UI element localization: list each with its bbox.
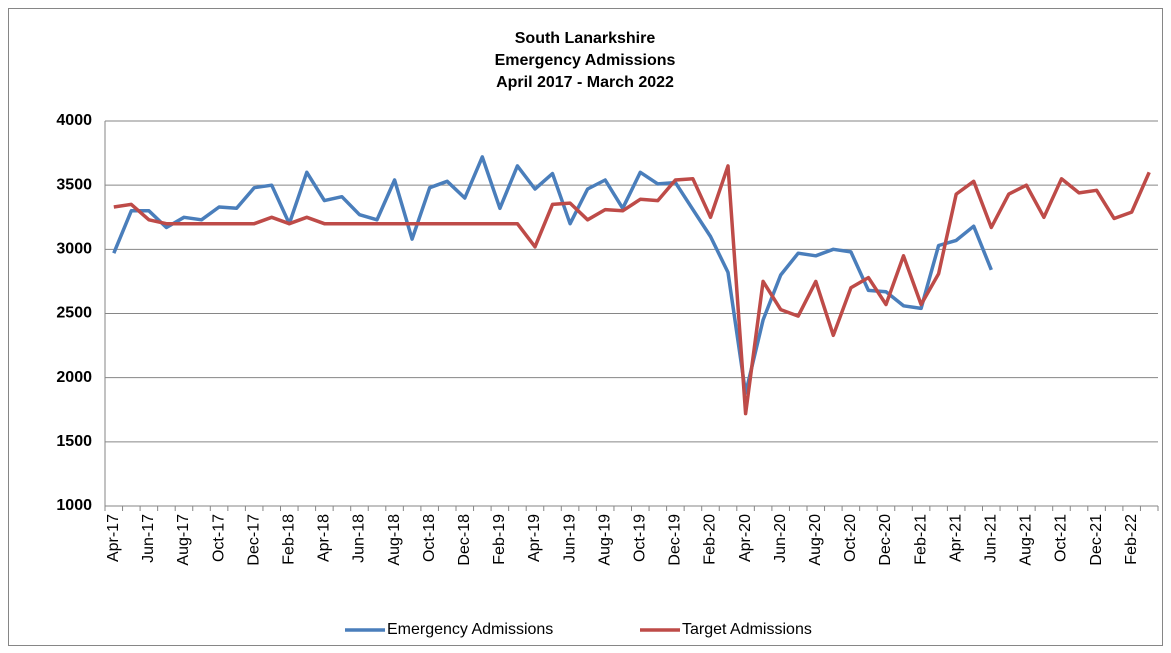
y-tick-label: 3500 [56,176,92,193]
chart-title: South Lanarkshire [515,30,656,47]
x-tick-label: Aug-18 [386,514,403,566]
x-tick-label: Feb-21 [912,514,929,565]
x-tick-label: Apr-17 [105,514,122,562]
legend-label: Emergency Admissions [387,621,553,638]
x-tick-label: Oct-18 [421,514,438,562]
chart-border [8,8,1163,646]
x-tick-label: Aug-21 [1018,514,1035,566]
x-tick-label: Dec-21 [1088,514,1105,566]
y-tick-label: 1000 [56,497,92,514]
x-tick-label: Jun-18 [351,514,368,563]
series-line [112,155,993,395]
x-tick-label: Oct-21 [1053,514,1070,562]
y-tick-label: 1500 [56,433,92,450]
x-tick-label: Apr-20 [737,514,754,562]
y-tick-label: 3000 [56,241,92,258]
x-tick-label: Apr-19 [526,514,543,562]
x-tick-label: Jun-21 [982,514,999,563]
x-tick-label: Feb-18 [280,514,297,565]
x-tick-label: Jun-20 [772,514,789,563]
x-tick-label: Jun-17 [140,514,157,563]
series-line [113,164,1151,416]
y-tick-label: 2000 [56,369,92,386]
x-tick-label: Dec-18 [456,514,473,566]
x-tick-label: Dec-17 [245,514,262,566]
x-tick-label: Aug-17 [175,514,192,566]
chart-title: Emergency Admissions [495,52,676,69]
chart-title: April 2017 - March 2022 [496,74,674,91]
x-tick-label: Oct-17 [210,514,227,562]
x-tick-label: Dec-20 [877,514,894,566]
x-tick-label: Oct-20 [842,514,859,562]
x-tick-label: Aug-20 [807,514,824,566]
x-tick-label: Jun-19 [561,514,578,563]
y-tick-label: 2500 [56,305,92,322]
x-tick-label: Aug-19 [596,514,613,566]
x-tick-label: Feb-19 [491,514,508,565]
x-tick-label: Apr-18 [316,514,333,562]
x-tick-label: Feb-20 [702,514,719,565]
x-tick-label: Feb-22 [1123,514,1140,565]
x-tick-label: Dec-19 [667,514,684,566]
x-tick-label: Apr-21 [947,514,964,562]
x-tick-label: Oct-19 [631,514,648,562]
legend-label: Target Admissions [682,621,812,638]
y-tick-label: 4000 [56,112,92,129]
